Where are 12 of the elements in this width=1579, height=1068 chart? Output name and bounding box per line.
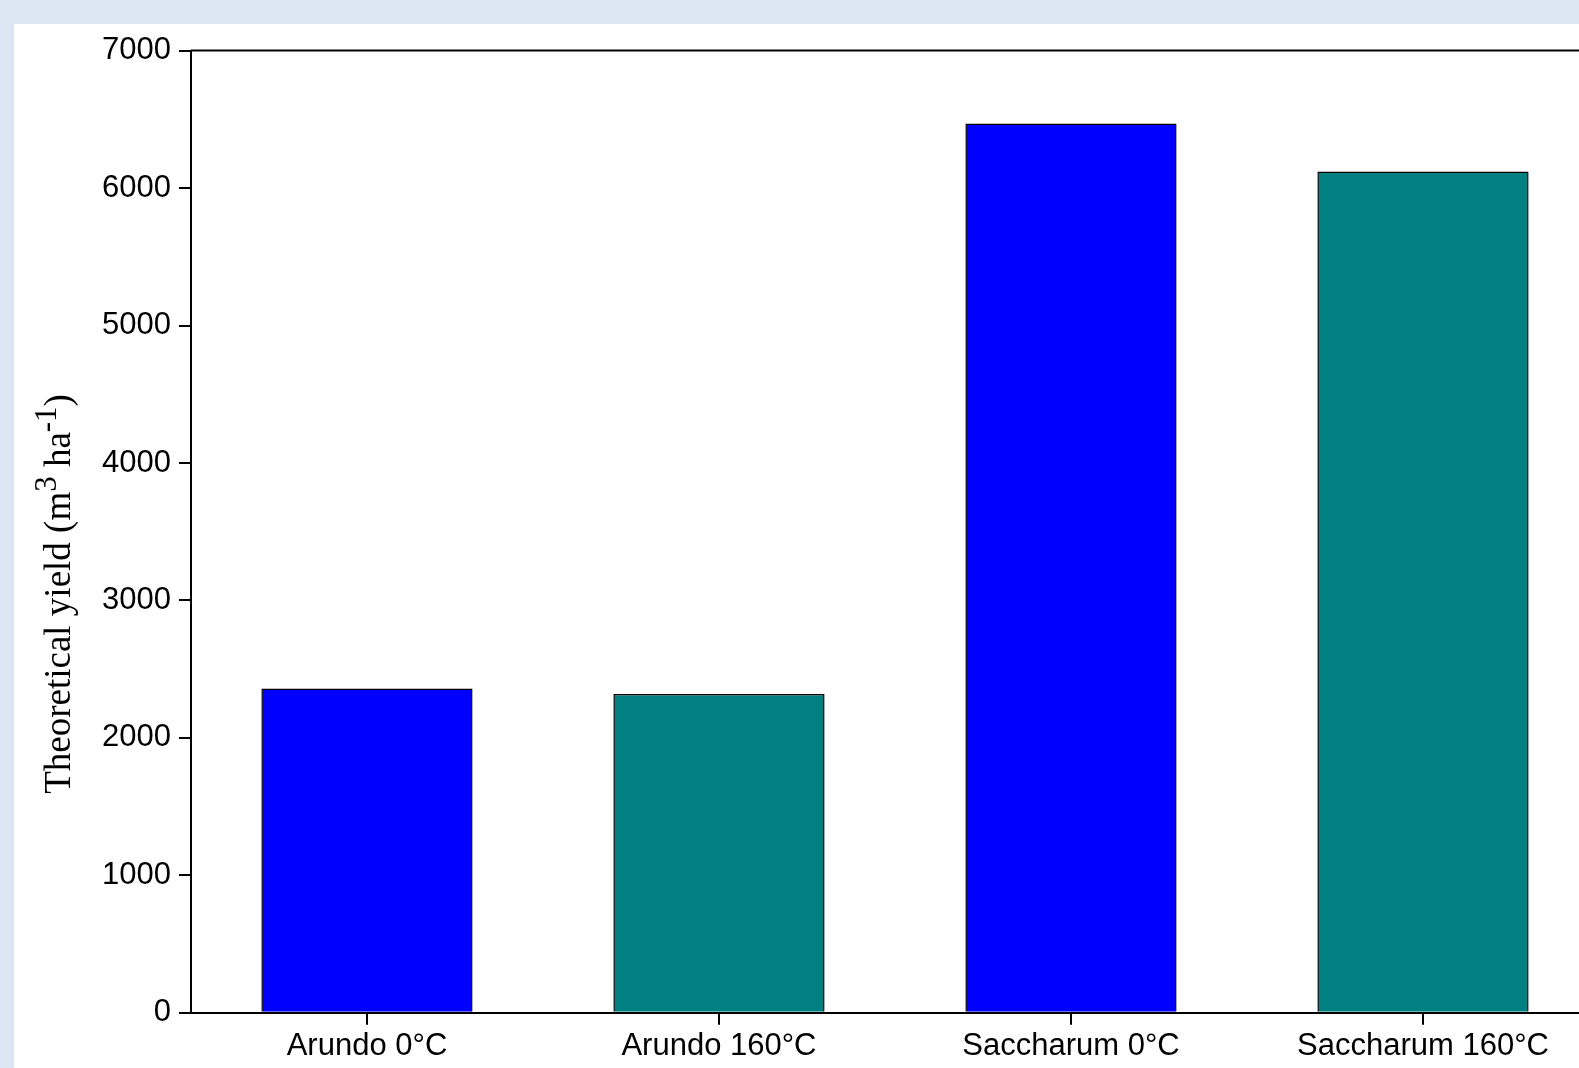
x-tick-label: Saccharum 160°C bbox=[1297, 1026, 1549, 1062]
y-tick-label: 5000 bbox=[101, 306, 171, 342]
y-tick-label: 0 bbox=[153, 993, 171, 1029]
y-tick-label: 7000 bbox=[101, 31, 171, 67]
x-tick-label: Saccharum 0°C bbox=[962, 1026, 1180, 1062]
y-tick-label: 1000 bbox=[101, 855, 171, 891]
x-tick-label: Arundo 160°C bbox=[621, 1026, 817, 1062]
x-tick-label: Arundo 0°C bbox=[286, 1026, 448, 1062]
y-tick-label: 3000 bbox=[101, 580, 171, 616]
y-tick-label: 6000 bbox=[101, 168, 171, 204]
y-tick-label: 2000 bbox=[101, 718, 171, 754]
y-tick-label: 4000 bbox=[101, 443, 171, 479]
